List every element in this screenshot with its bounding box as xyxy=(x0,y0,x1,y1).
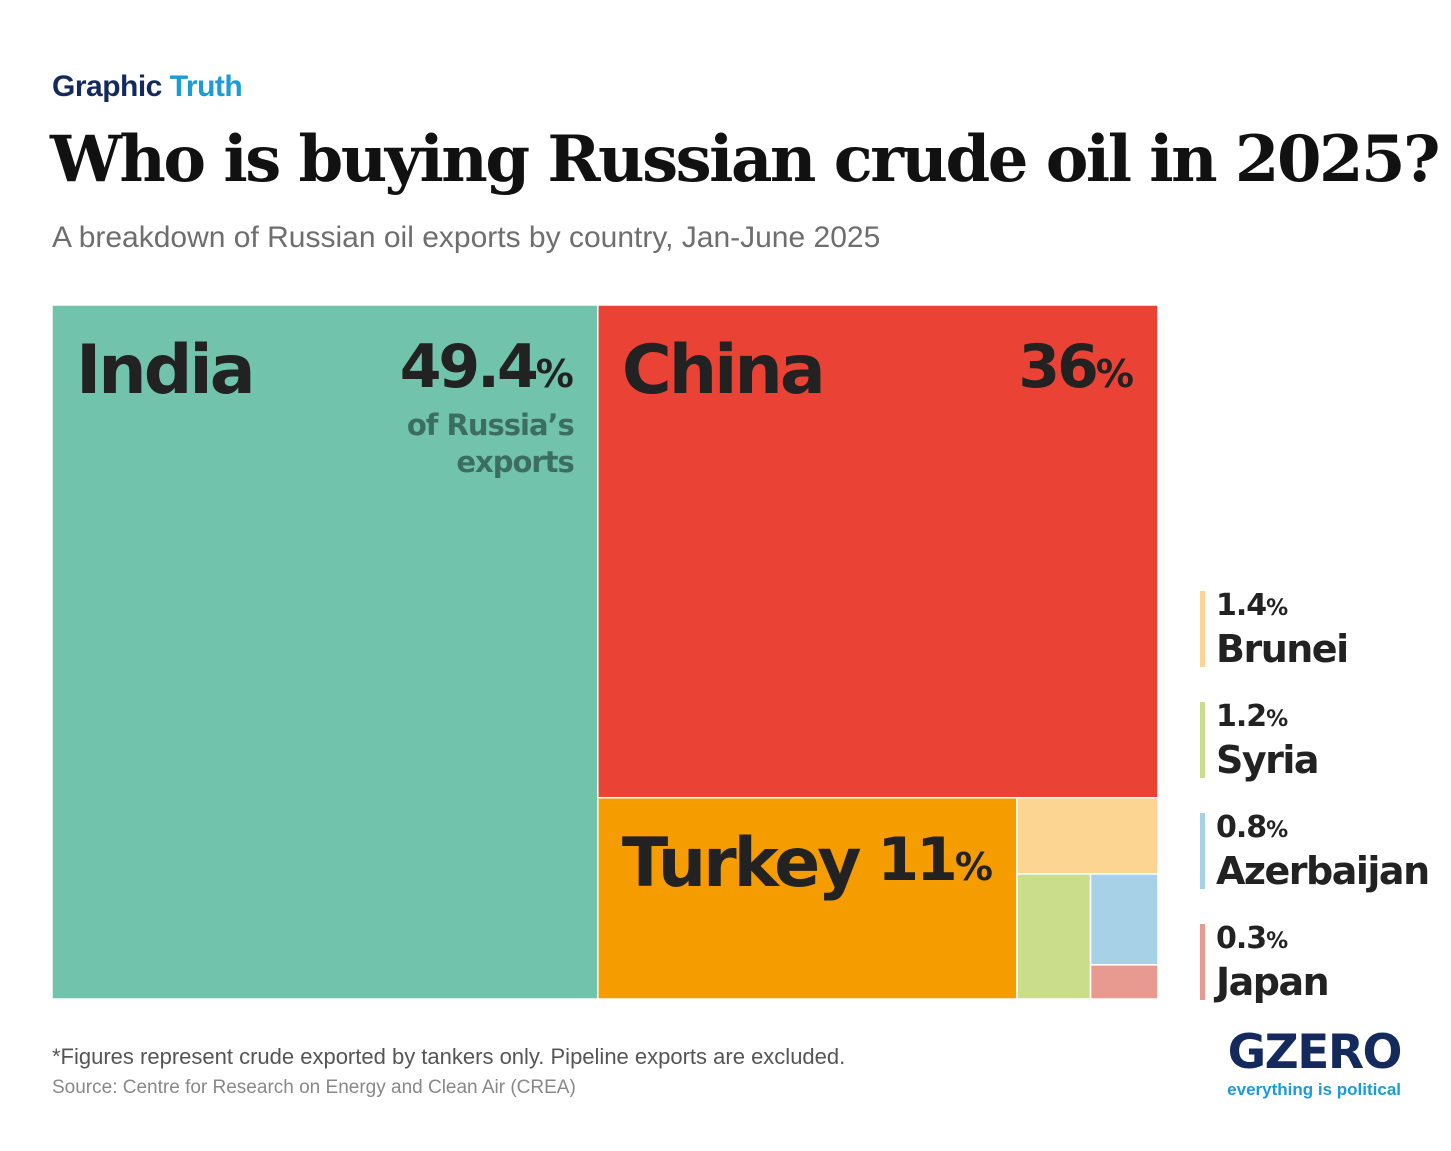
treemap-cell-syria xyxy=(1016,873,1092,1000)
cell-label-india: India xyxy=(76,331,253,410)
footnote: *Figures represent crude exported by tan… xyxy=(52,1044,846,1069)
legend-label-syria: Syria xyxy=(1216,738,1318,782)
legend-value-japan: 0.3% xyxy=(1216,921,1288,956)
source-note: Source: Centre for Research on Energy an… xyxy=(52,1077,576,1098)
legend-value-syria: 1.2% xyxy=(1216,699,1288,734)
treemap-cell-japan xyxy=(1089,964,1159,1000)
chart-title: Who is buying Russian crude oil in 2025? xyxy=(50,122,1441,197)
cell-label-turkey: Turkey xyxy=(622,824,861,903)
cell-label-china: China xyxy=(622,331,823,410)
legend-swatch-azerbaijan xyxy=(1200,813,1205,889)
treemap-cell-brunei xyxy=(1016,797,1159,875)
chart-subtitle: A breakdown of Russian oil exports by co… xyxy=(52,221,881,254)
legend-swatch-syria xyxy=(1200,702,1205,778)
legend-label-brunei: Brunei xyxy=(1216,627,1348,671)
logo-tagline: everything is political xyxy=(1227,1080,1401,1099)
legend-swatch-japan xyxy=(1200,924,1205,1000)
gzero-logo: GZERO everything is political xyxy=(1216,1025,1403,1100)
treemap-cell-turkey xyxy=(597,797,1018,1000)
treemap-cell-azerbaijan xyxy=(1089,873,1159,966)
kicker-truth: Truth xyxy=(169,70,243,103)
kicker: Graphic Truth xyxy=(52,70,243,104)
india-annotation-line: exports xyxy=(456,445,573,479)
treemap-cell-india xyxy=(51,304,599,1000)
legend-label-japan: Japan xyxy=(1213,960,1328,1004)
legend-swatch-brunei xyxy=(1200,591,1205,667)
logo-wordmark: GZERO xyxy=(1227,1025,1403,1080)
legend-label-azerbaijan: Azerbaijan xyxy=(1216,849,1429,893)
legend-value-brunei: 1.4% xyxy=(1216,588,1288,623)
kicker-graphic: Graphic xyxy=(52,70,162,103)
treemap-cell-china xyxy=(597,304,1159,799)
legend-value-azerbaijan: 0.8% xyxy=(1216,810,1288,845)
india-annotation-line: of Russia’s xyxy=(407,408,574,442)
